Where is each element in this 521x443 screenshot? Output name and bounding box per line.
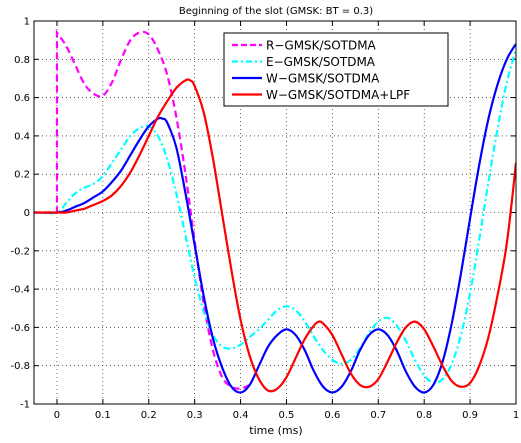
series-line-2 [34,49,516,385]
chart-title: Beginning of the slot (GMSK: BT = 0.3) [179,6,373,17]
y-tick-label: -0.4 [10,285,30,296]
x-tick-label: 0.2 [141,410,157,421]
x-tick-label: 0.8 [416,410,432,421]
legend-label-3: W−GMSK/SOTDMA [266,72,380,86]
x-tick-label: 0.5 [279,410,295,421]
x-tick-label: 0.4 [233,410,249,421]
y-tick-label: 0 [24,208,30,219]
x-tick-label: 0 [54,410,60,421]
x-axis-label: time (ms) [249,424,302,437]
y-tick-label: 0.4 [14,131,30,142]
y-tick-label: 1 [24,17,30,28]
x-tick-label: 1 [513,410,519,421]
y-tick-label: -0.8 [10,361,30,372]
legend-label-4: W−GMSK/SOTDMA+LPF [266,88,410,102]
legend-label-2: E−GMSK/SOTDMA [266,55,376,69]
series-line-3 [34,43,516,394]
axis-ticks [34,20,517,405]
y-tick-label: 0.2 [14,170,30,181]
x-tick-label: 0.9 [462,410,478,421]
legend-label-1: R−GMSK/SOTDMA [266,39,377,53]
x-tick-labels: 0 0.1 0.2 0.3 0.4 0.5 0.6 0.7 0.8 0.9 1 [54,410,519,421]
x-tick-label: 0.6 [324,410,340,421]
series-line-1 [34,29,251,390]
x-tick-label: 0.3 [187,410,203,421]
legend: R−GMSK/SOTDMA E−GMSK/SOTDMA W−GMSK/SOTDMA W… [223,32,449,107]
y-tick-label: 0.6 [14,93,30,104]
y-tick-label: -1 [20,400,30,411]
y-tick-label: -0.2 [10,246,30,257]
y-tick-label: 0.8 [14,55,30,66]
plot-frame [33,20,517,405]
y-tick-label: -0.6 [10,323,30,334]
x-tick-label: 0.7 [370,410,386,421]
y-tick-labels: -1 -0.8 -0.6 -0.4 -0.2 0 0.2 0.4 0.6 0.8 1 [10,17,30,411]
series-line-4 [34,78,516,393]
series-lines [34,29,516,394]
x-tick-label: 0.1 [95,410,111,421]
